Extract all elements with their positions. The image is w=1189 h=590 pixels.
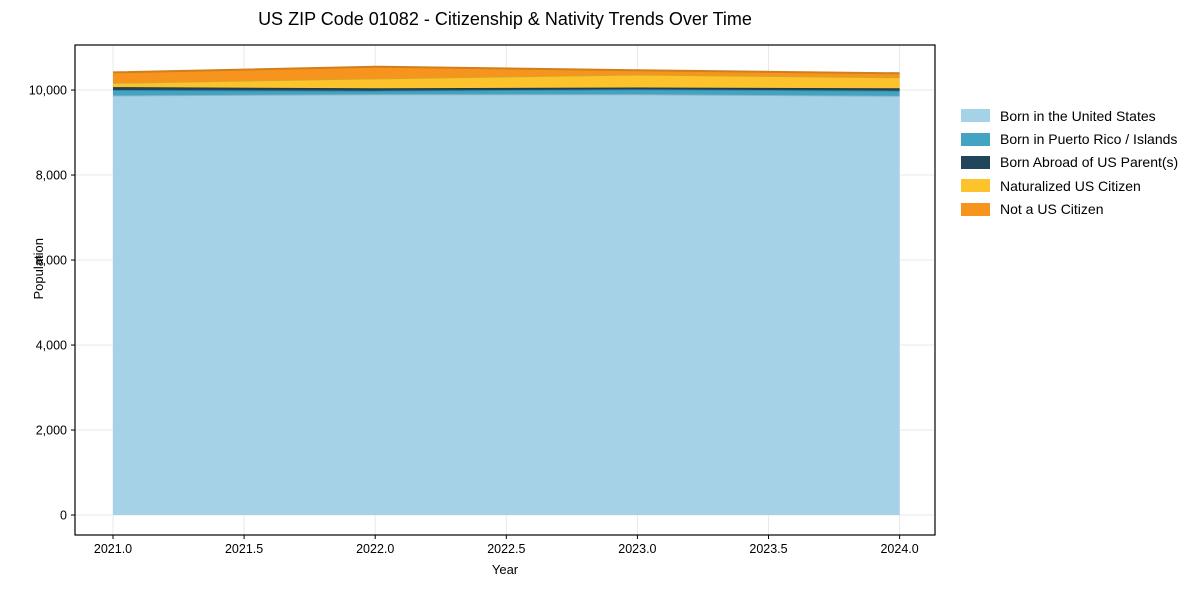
y-tick-label: 6,000 bbox=[36, 254, 67, 268]
x-tick-label: 2024.0 bbox=[880, 542, 918, 556]
legend-label: Born in the United States bbox=[1000, 107, 1156, 124]
y-axis-label: Population bbox=[31, 238, 47, 300]
legend-item: Born in the United States bbox=[961, 104, 1178, 127]
x-tick-label: 2022.5 bbox=[487, 542, 525, 556]
x-tick-label: 2021.5 bbox=[225, 542, 263, 556]
legend-swatch bbox=[961, 202, 990, 216]
legend-label: Born in Puerto Rico / Islands bbox=[1000, 131, 1178, 148]
x-axis-label: Year bbox=[491, 562, 519, 577]
y-tick-label: 10,000 bbox=[29, 84, 67, 98]
y-tick-label: 4,000 bbox=[36, 339, 67, 353]
y-tick-label: 0 bbox=[60, 509, 67, 523]
y-tick-label: 2,000 bbox=[36, 424, 67, 438]
y-tick-label: 8,000 bbox=[36, 169, 67, 183]
legend-item: Born Abroad of US Parent(s) bbox=[961, 151, 1178, 174]
plot-border bbox=[74, 44, 936, 536]
legend-item: Naturalized US Citizen bbox=[961, 174, 1178, 197]
area-series-4 bbox=[113, 66, 900, 83]
x-tick-label: 2021.0 bbox=[94, 542, 132, 556]
legend-item: Not a US Citizen bbox=[961, 198, 1178, 221]
legend: Born in the United States Born in Puerto … bbox=[961, 104, 1178, 221]
legend-label: Not a US Citizen bbox=[1000, 201, 1104, 218]
area-series-0 bbox=[113, 94, 900, 516]
area-series-4-edge bbox=[112, 65, 900, 75]
legend-swatch bbox=[961, 109, 990, 123]
legend-label: Naturalized US Citizen bbox=[1000, 177, 1141, 194]
legend-label: Born Abroad of US Parent(s) bbox=[1000, 154, 1179, 171]
legend-item: Born in Puerto Rico / Islands bbox=[961, 127, 1178, 150]
chart-title: US ZIP Code 01082 - Citizenship & Nativi… bbox=[258, 9, 752, 29]
x-tick-label: 2022.0 bbox=[356, 542, 394, 556]
legend-swatch bbox=[961, 179, 990, 193]
x-tick-label: 2023.0 bbox=[618, 542, 656, 556]
legend-swatch bbox=[961, 132, 990, 146]
area-series-3 bbox=[113, 74, 900, 89]
legend-swatch bbox=[961, 155, 990, 169]
x-tick-label: 2023.5 bbox=[749, 542, 787, 556]
